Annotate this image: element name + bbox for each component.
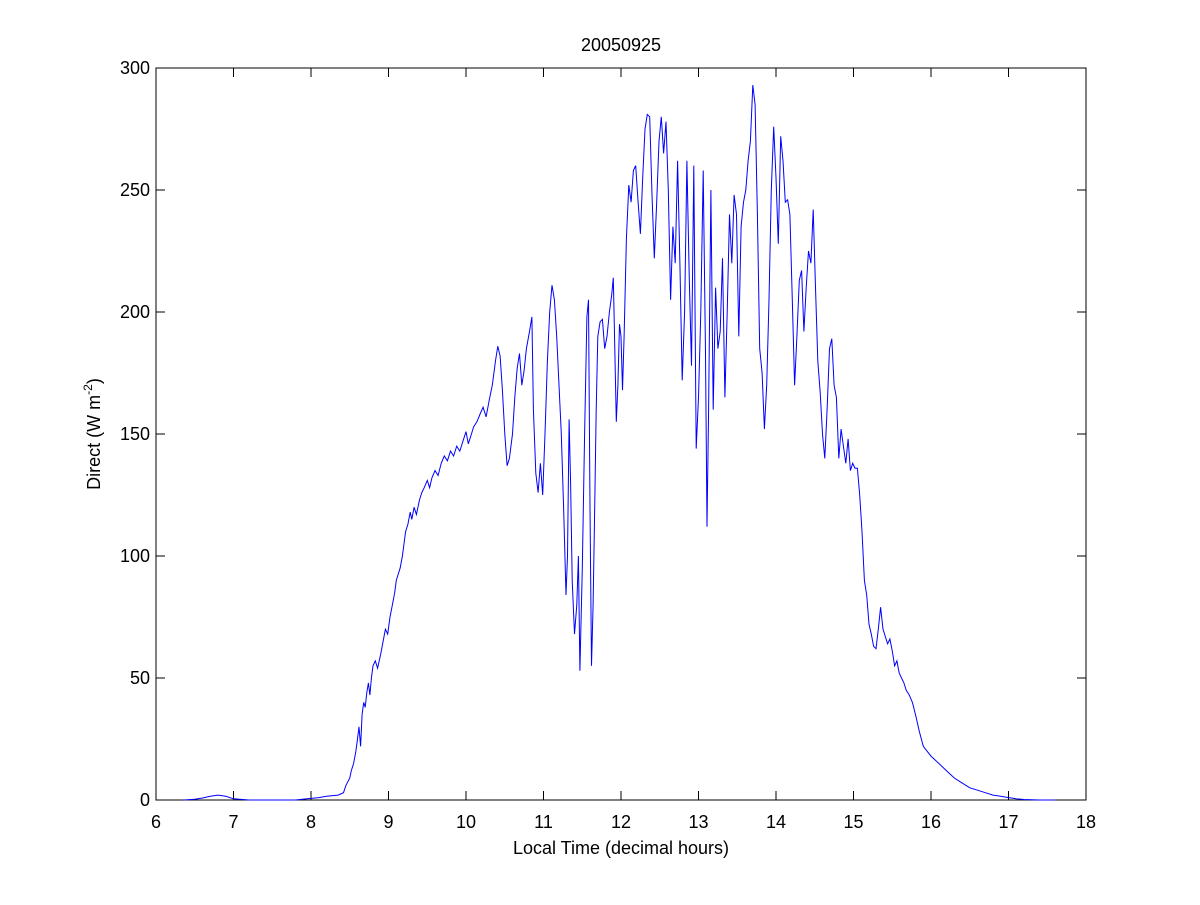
x-tick-label: 11 xyxy=(534,812,553,832)
x-tick-label: 10 xyxy=(456,812,476,832)
chart-title: 20050925 xyxy=(581,35,661,55)
x-tick-label: 12 xyxy=(611,812,631,832)
x-tick-label: 9 xyxy=(383,812,393,832)
y-tick-label: 150 xyxy=(120,424,150,444)
y-tick-label: 100 xyxy=(120,546,150,566)
y-axis-ticks: 0 50 100 150 200 250 300 xyxy=(120,58,1086,810)
series-layer xyxy=(183,85,1055,801)
x-axis-ticks: 6 7 8 9 10 11 12 13 14 15 16 17 18 xyxy=(151,68,1096,832)
x-tick-label: 6 xyxy=(151,812,161,832)
plot-area xyxy=(155,67,1087,801)
y-axis-label-superscript: -2 xyxy=(81,384,95,395)
x-tick-label: 15 xyxy=(843,812,863,832)
x-tick-label: 13 xyxy=(688,812,708,832)
y-tick-label: 0 xyxy=(140,790,150,810)
y-tick-label: 50 xyxy=(130,668,150,688)
x-tick-label: 16 xyxy=(921,812,941,832)
x-tick-label: 18 xyxy=(1076,812,1096,832)
x-axis-label: Local Time (decimal hours) xyxy=(513,838,729,858)
y-axis-label-close: ) xyxy=(84,378,104,384)
y-tick-label: 250 xyxy=(120,180,150,200)
series-line xyxy=(183,85,1055,801)
x-tick-label: 8 xyxy=(306,812,316,832)
x-tick-label: 7 xyxy=(228,812,238,832)
y-tick-label: 200 xyxy=(120,302,150,322)
y-tick-label: 300 xyxy=(120,58,150,78)
x-tick-label: 14 xyxy=(766,812,786,832)
x-tick-label: 17 xyxy=(998,812,1018,832)
y-axis-label-main: Direct (W m xyxy=(84,395,104,490)
y-axis-label: Direct (W m-2) xyxy=(81,378,104,490)
